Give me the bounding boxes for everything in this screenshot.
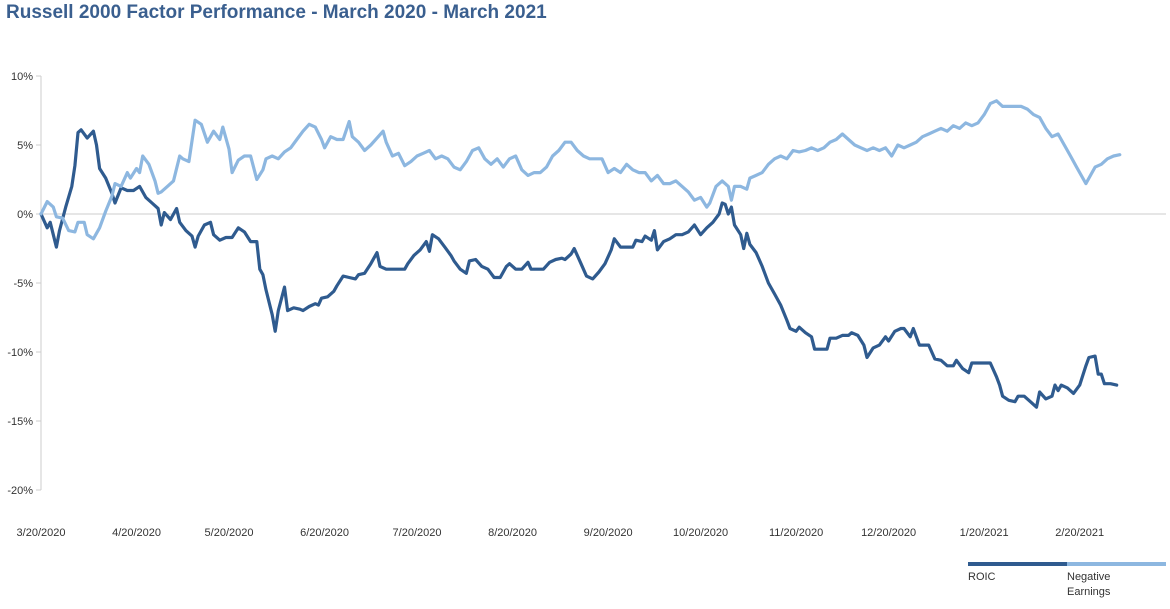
legend-swatch-roic — [968, 562, 1067, 566]
y-tick-label: -20% — [7, 485, 33, 497]
y-tick-label: 10% — [11, 71, 33, 83]
legend: ROIC Negative Earnings — [968, 562, 1166, 598]
x-tick-label: 12/20/2020 — [861, 527, 916, 539]
y-tick-label: -5% — [13, 278, 33, 290]
y-tick-label: -15% — [7, 416, 33, 428]
x-tick-label: 9/20/2020 — [584, 527, 633, 539]
series-line-roic — [39, 128, 1119, 409]
x-tick-label: 1/20/2021 — [960, 527, 1009, 539]
x-tick-label: 11/20/2020 — [769, 527, 823, 539]
legend-swatch-negative-earnings — [1067, 562, 1166, 566]
x-tick-label: 6/20/2020 — [300, 527, 349, 539]
y-tick-label: -10% — [7, 347, 33, 359]
x-tick-label: 8/20/2020 — [488, 527, 537, 539]
x-tick-label: 2/20/2021 — [1055, 527, 1104, 539]
y-tick-label: 0% — [17, 209, 33, 221]
x-tick-label: 7/20/2020 — [393, 527, 442, 539]
series-layer — [39, 99, 1122, 409]
y-axis-ticks: 10% 5% 0% -5% -10% -15% -20% — [7, 71, 41, 497]
x-tick-label: 4/20/2020 — [112, 527, 161, 539]
legend-label-negative-earnings: Negative Earnings — [1067, 571, 1111, 598]
legend-label-roic: ROIC — [968, 571, 996, 583]
x-tick-label: 10/20/2020 — [673, 527, 728, 539]
chart-title: Russell 2000 Factor Performance - March … — [6, 2, 547, 23]
x-tick-label: 3/20/2020 — [17, 527, 66, 539]
y-tick-label: 5% — [17, 140, 33, 152]
x-tick-label: 5/20/2020 — [205, 527, 254, 539]
series-line-negative-earnings — [39, 99, 1122, 241]
x-axis-ticks: 3/20/2020 4/20/2020 5/20/2020 6/20/2020 7/20… — [17, 527, 1105, 539]
